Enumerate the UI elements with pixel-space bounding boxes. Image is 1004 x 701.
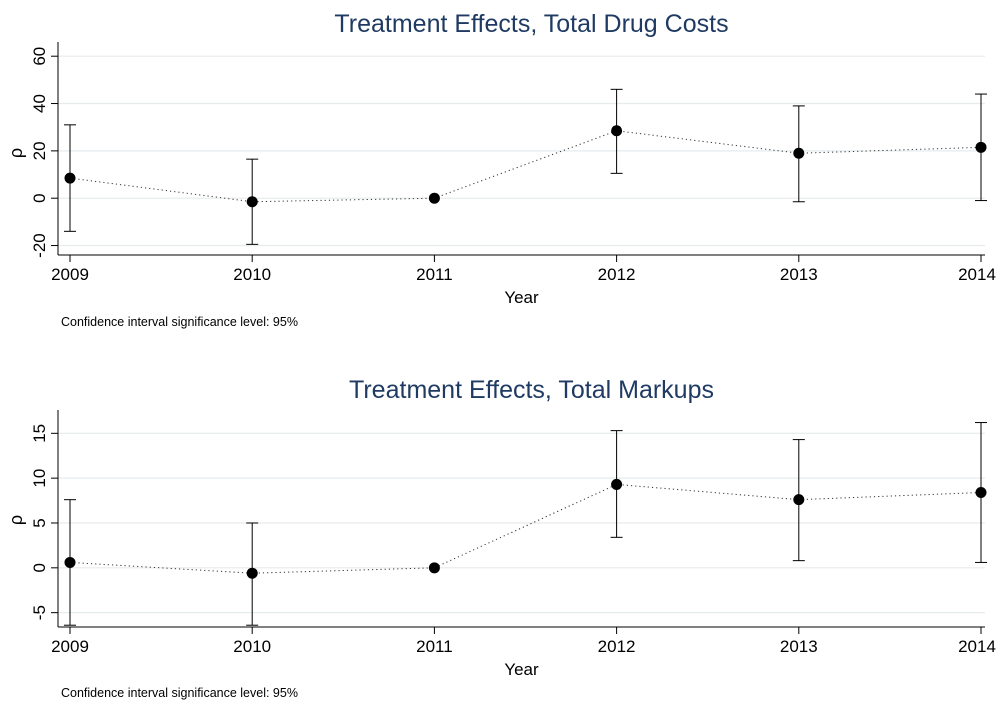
point-estimate xyxy=(64,172,76,184)
x-tick-label: 2009 xyxy=(51,637,89,656)
point-estimate xyxy=(793,494,805,506)
x-axis-label: Year xyxy=(504,288,539,307)
panel-drug-costs: Treatment Effects, Total Drug Costs -20 0 2… xyxy=(6,10,996,329)
point-estimate xyxy=(64,556,76,568)
point-estimate xyxy=(975,141,987,153)
point-estimate xyxy=(611,478,623,490)
y-tick-label: 40 xyxy=(30,94,49,113)
y-tick-label: -5 xyxy=(30,605,49,620)
point-estimate xyxy=(975,486,987,498)
chart-title: Treatment Effects, Total Markups xyxy=(349,376,714,404)
y-tick-label: 20 xyxy=(30,141,49,160)
x-tick-label: 2009 xyxy=(51,265,89,284)
y-tick-label: 15 xyxy=(30,424,49,443)
y-tick-label: 5 xyxy=(30,518,49,527)
x-tick-label: 2010 xyxy=(233,265,271,284)
panel-markups: Treatment Effects, Total Markups -5 0 5 10 15… xyxy=(6,376,996,700)
x-tick-label: 2010 xyxy=(233,637,271,656)
y-axis-label: ρ xyxy=(6,515,26,525)
ci-note: Confidence interval significance level: … xyxy=(61,686,298,700)
y-axis-label: ρ xyxy=(6,148,26,158)
x-tick-label: 2013 xyxy=(780,265,818,284)
y-tick-label: 10 xyxy=(30,469,49,488)
x-tick-label: 2012 xyxy=(598,637,636,656)
connector-line xyxy=(69,130,982,203)
x-tick-label: 2014 xyxy=(958,265,996,284)
point-estimate xyxy=(246,567,258,579)
y-tick-label: 60 xyxy=(30,47,49,66)
point-estimate xyxy=(793,147,805,159)
x-tick-label: 2014 xyxy=(958,637,996,656)
y-tick-label: 0 xyxy=(30,193,49,202)
ci-note: Confidence interval significance level: … xyxy=(61,315,298,329)
x-tick-label: 2012 xyxy=(598,265,636,284)
y-tick-label: -20 xyxy=(30,233,49,258)
point-estimate xyxy=(428,562,440,574)
x-tick-label: 2011 xyxy=(416,265,453,284)
x-tick-label: 2013 xyxy=(780,637,818,656)
x-axis-label: Year xyxy=(504,660,539,679)
connector-line xyxy=(69,483,982,574)
point-estimate xyxy=(611,125,623,137)
point-estimate xyxy=(428,192,440,204)
chart-title: Treatment Effects, Total Drug Costs xyxy=(334,10,728,38)
y-tick-label: 0 xyxy=(30,563,49,572)
x-tick-label: 2011 xyxy=(416,637,453,656)
point-estimate xyxy=(246,196,258,208)
